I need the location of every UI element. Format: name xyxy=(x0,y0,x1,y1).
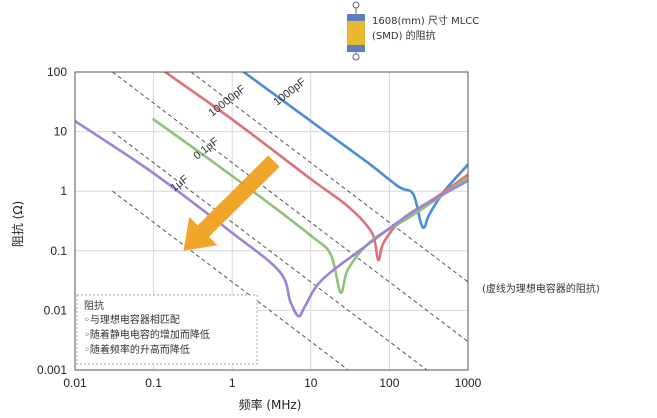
trend-arrow-shape xyxy=(183,155,280,251)
legend-title: 阻抗 xyxy=(84,299,104,312)
legend-item: ◦与理想电容器相匹配 xyxy=(84,313,180,326)
series-line-1000pf xyxy=(242,72,468,229)
ideal-impedance-line xyxy=(112,131,428,370)
y-tick-label: 1 xyxy=(60,184,67,198)
mlcc-component-icon xyxy=(347,1,365,61)
y-axis-label: 阻抗 (Ω) xyxy=(10,201,25,247)
component-label-line2: (SMD) 的阻抗 xyxy=(372,29,436,42)
y-tick-label: 100 xyxy=(47,65,67,79)
y-tick-label: 0.001 xyxy=(37,363,67,377)
ideal-impedance-line xyxy=(190,72,468,283)
component-label-line1: 1608(mm) 尺寸 MLCC xyxy=(372,14,479,27)
impedance-legend-box: 阻抗 ◦与理想电容器相匹配 ◦随着静电电容的增加而降低 ◦随着频率的升高而降低 xyxy=(76,294,258,365)
trend-arrow xyxy=(183,155,280,251)
x-tick-labels: 0.01 0.1 1 10 100 1000 xyxy=(63,376,481,390)
series-label-1000pf: 1000pF xyxy=(271,76,308,109)
x-tick-label: 0.1 xyxy=(145,376,162,390)
y-tick-label: 0.1 xyxy=(50,244,67,258)
x-tick-label: 1 xyxy=(229,376,236,390)
legend-item: ◦随着频率的升高而降低 xyxy=(84,343,190,356)
series-line-1f xyxy=(75,119,468,318)
x-axis-label: 频率 (MHz) xyxy=(239,397,302,412)
x-tick-label: 1000 xyxy=(455,376,482,390)
series-label-10000pf: 10000pF xyxy=(206,83,248,119)
ideal-impedance-line xyxy=(112,72,468,342)
ideal-lines xyxy=(112,72,468,370)
x-tick-label: 0.01 xyxy=(63,376,87,390)
x-tick-label: 100 xyxy=(379,376,399,390)
y-tick-labels: 100 10 1 0.1 0.01 0.001 xyxy=(37,65,67,377)
y-tick-label: 0.01 xyxy=(44,303,68,317)
ideal-capacitor-note: (虚线为理想电容器的阻抗) xyxy=(482,282,600,295)
series-curves xyxy=(75,72,468,318)
series-labels: 1000pF 10000pF 0.1μF 1μF xyxy=(168,76,308,195)
legend-item: ◦随着静电电容的增加而降低 xyxy=(84,328,210,341)
y-tick-label: 10 xyxy=(54,125,68,139)
x-tick-label: 10 xyxy=(304,376,318,390)
ideal-impedance-line xyxy=(112,190,349,370)
plot-frame xyxy=(74,71,469,371)
